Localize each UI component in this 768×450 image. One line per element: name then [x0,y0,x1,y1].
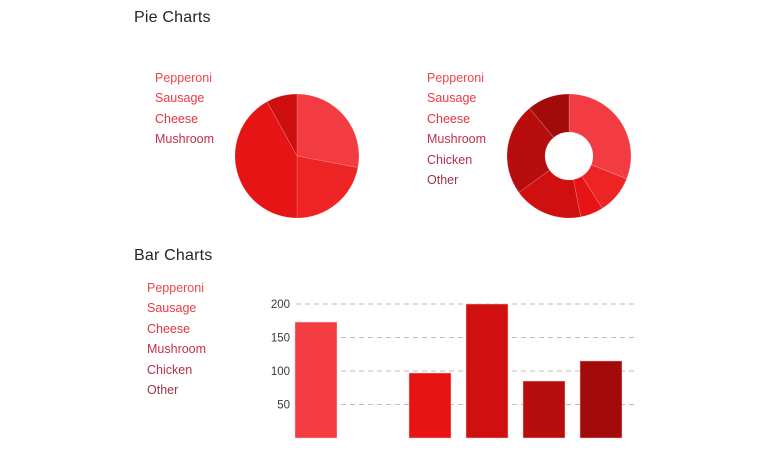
bar-legend-item-cheese[interactable]: Cheese [147,321,191,336]
donut-legend-item-chicken[interactable]: Chicken [427,152,473,167]
bar-chart-legend: Pepperoni Sausage Cheese Mushroom Chicken Oth… [147,278,206,400]
pie-legend-item-sausage[interactable]: Sausage [155,91,205,106]
pie-legend-item-pepperoni[interactable]: Pepperoni [155,71,212,85]
y-tick-label: 150 [271,333,290,345]
pie-slice-sausage[interactable] [296,155,359,219]
pie-legend-item-cheese[interactable]: Cheese [155,111,199,126]
y-tick-label: 100 [271,366,290,378]
bar-chart: 50 100 150 200 [271,299,634,439]
donut-legend-item-cheese[interactable]: Cheese [427,111,471,126]
bar-cheese[interactable] [408,372,452,439]
bar-pepperoni[interactable] [294,321,338,439]
donut-legend-item-other[interactable]: Other [427,173,459,188]
pie-chart [234,93,360,219]
donut-slice-pepperoni[interactable] [568,93,632,180]
pie-chart-legend: Pepperoni Sausage Cheese Mushroom [155,68,214,150]
bar-legend-item-sausage[interactable]: Sausage [147,301,197,316]
pie-slice-mushroom[interactable] [266,93,298,157]
bar-other[interactable] [579,360,623,439]
pie-legend-item-mushroom[interactable]: Mushroom [155,132,215,147]
donut-slice-sausage[interactable] [581,164,628,209]
donut-legend-item-pepperoni[interactable]: Pepperoni [427,71,484,85]
donut-chart [506,93,632,219]
bar-legend-item-other[interactable]: Other [147,383,179,398]
pie-charts-heading: Pie Charts [134,9,211,26]
bar-legend-item-chicken[interactable]: Chicken [147,362,193,377]
donut-slice-mushroom[interactable] [518,169,581,219]
bar-charts-heading: Bar Charts [134,247,213,264]
donut-slice-chicken[interactable] [506,107,555,193]
bar-chicken[interactable] [522,380,566,439]
donut-chart-legend: Pepperoni Sausage Cheese Mushroom Chicken Oth… [427,68,486,190]
bar-mushroom[interactable] [465,303,509,439]
y-tick-label: 50 [277,400,290,412]
pie-slice-pepperoni[interactable] [296,93,360,168]
donut-legend-item-sausage[interactable]: Sausage [427,91,477,106]
donut-slice-other[interactable] [529,93,570,138]
bar-legend-item-pepperoni[interactable]: Pepperoni [147,281,204,295]
y-tick-label: 200 [271,299,290,311]
pie-slice-cheese[interactable] [234,101,298,219]
donut-legend-item-mushroom[interactable]: Mushroom [427,132,487,147]
bar-legend-item-mushroom[interactable]: Mushroom [147,342,207,357]
